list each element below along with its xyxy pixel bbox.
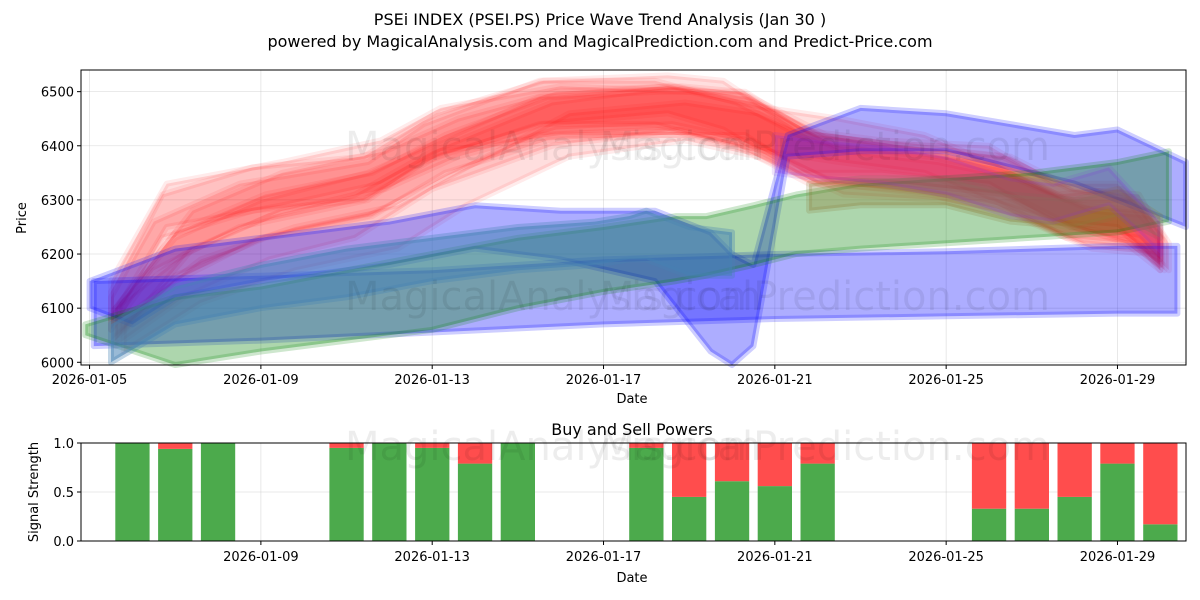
price-y-tick-label-4: 6400 bbox=[41, 140, 74, 155]
series-red-wave-7 bbox=[120, 99, 1172, 355]
sell-bar-2026-01-26 bbox=[971, 443, 1007, 509]
buy-bar-2026-01-08 bbox=[200, 443, 236, 541]
buy-bar-2026-01-28 bbox=[1057, 496, 1092, 541]
buy-bar-2026-01-06 bbox=[115, 443, 150, 541]
signal-chart-title: Buy and Sell Powers bbox=[551, 420, 713, 439]
price-x-tick-label-3: 2026-01-17 bbox=[566, 373, 642, 388]
buy-bar-2026-01-19 bbox=[672, 496, 707, 541]
price-x-tick-label-1: 2026-01-09 bbox=[223, 373, 299, 388]
signal-x-tick-label-3: 2026-01-21 bbox=[737, 550, 813, 565]
sell-bar-2026-01-13 bbox=[415, 443, 450, 448]
series-red-wave-8 bbox=[112, 88, 1168, 344]
signal-y-tick-label-0: 0.0 bbox=[53, 535, 74, 550]
signal-x-tick-label-4: 2026-01-25 bbox=[908, 550, 984, 565]
signal-y-axis-label: Signal Strength bbox=[27, 442, 42, 542]
series-red-wave-2 bbox=[108, 83, 1164, 344]
series-steel-wave bbox=[108, 207, 735, 366]
sell-bar-2026-01-27 bbox=[1014, 443, 1049, 509]
price-y-tick-label-5: 6500 bbox=[41, 86, 74, 101]
chart-title: PSEi INDEX (PSEI.PS) Price Wave Trend An… bbox=[374, 10, 826, 29]
sell-bar-2026-01-14 bbox=[457, 443, 493, 464]
buy-bar-2026-01-29 bbox=[1100, 463, 1135, 541]
series-red-wave-4 bbox=[112, 83, 1164, 350]
buy-bar-2026-01-20 bbox=[714, 481, 750, 541]
price-plot-frame bbox=[80, 69, 1187, 366]
series-red-wave-6 bbox=[108, 77, 1164, 333]
signal-x-tick-label-1: 2026-01-13 bbox=[394, 550, 470, 565]
sell-bar-2026-01-29 bbox=[1100, 443, 1135, 464]
signal-y-tick-label-1: 0.5 bbox=[53, 486, 74, 501]
buy-bar-2026-01-11 bbox=[329, 447, 364, 541]
sell-bar-2026-01-18 bbox=[629, 443, 664, 448]
sell-bar-2026-01-28 bbox=[1057, 443, 1092, 497]
signal-y-tick-label-2: 1.0 bbox=[53, 437, 74, 452]
signal-bars-group bbox=[115, 443, 1178, 541]
price-y-tick-label-0: 6000 bbox=[41, 356, 74, 371]
price-x-tick-label-2: 2026-01-13 bbox=[394, 373, 470, 388]
price-y-tick-label-2: 6200 bbox=[41, 248, 74, 263]
price-x-tick-label-0: 2026-01-05 bbox=[52, 373, 128, 388]
buy-bar-2026-01-15 bbox=[500, 443, 535, 541]
sell-bar-2026-01-30 bbox=[1143, 443, 1178, 525]
series-violet-wave bbox=[771, 132, 1164, 257]
watermark-prediction-top: MagicalPrediction.com bbox=[600, 124, 1050, 170]
buy-bar-2026-01-18 bbox=[629, 447, 664, 541]
watermark-prediction-signal: MagicalPrediction.com bbox=[600, 424, 1050, 470]
price-axes: 2026-01-05 2026-01-09 2026-01-13 2026-01-17… bbox=[41, 86, 1155, 388]
price-x-tick-label-4: 2026-01-21 bbox=[737, 373, 813, 388]
buy-bar-2026-01-22 bbox=[800, 463, 835, 541]
watermark-analysis-bottom: MagicalAnalysis.com bbox=[345, 274, 761, 320]
watermark-prediction-bottom: MagicalPrediction.com bbox=[600, 274, 1050, 320]
series-red-wave-3 bbox=[108, 83, 1164, 322]
buy-bar-2026-01-12 bbox=[372, 443, 407, 541]
sell-bar-2026-01-19 bbox=[672, 443, 707, 497]
watermark-analysis-signal: MagicalAnalysis.com bbox=[345, 424, 761, 470]
signal-x-tick-label-2: 2026-01-17 bbox=[566, 550, 642, 565]
buy-bar-2026-01-27 bbox=[1014, 508, 1049, 541]
sell-bar-2026-01-22 bbox=[800, 443, 835, 464]
buy-bar-2026-01-14 bbox=[457, 463, 493, 541]
sell-bar-2026-01-20 bbox=[714, 443, 750, 482]
signal-x-tick-label-5: 2026-01-29 bbox=[1080, 550, 1156, 565]
price-y-tick-label-3: 6300 bbox=[41, 194, 74, 209]
signal-x-tick-label-0: 2026-01-09 bbox=[223, 550, 299, 565]
signal-panel: Buy and Sell Powers MagicalAnalysis.com … bbox=[27, 420, 1187, 586]
series-red-wave-5 bbox=[116, 83, 1164, 339]
price-panel: MagicalAnalysis.com MagicalPrediction.co… bbox=[15, 69, 1189, 407]
series-olive-wave bbox=[806, 175, 1164, 241]
sell-bar-2026-01-21 bbox=[757, 443, 792, 487]
price-y-tick-label-1: 6100 bbox=[41, 302, 74, 317]
series-red-wave-1 bbox=[108, 72, 1164, 333]
sell-bar-2026-01-11 bbox=[329, 443, 364, 448]
signal-x-axis-label: Date bbox=[616, 571, 647, 586]
price-x-axis-label: Date bbox=[616, 392, 647, 407]
sell-bar-2026-01-07 bbox=[158, 443, 193, 449]
price-series-group bbox=[82, 72, 1189, 368]
watermark-analysis-top: MagicalAnalysis.com bbox=[345, 124, 761, 170]
buy-bar-2026-01-07 bbox=[158, 448, 193, 541]
price-x-tick-label-6: 2026-01-29 bbox=[1080, 373, 1156, 388]
chart-subtitle: powered by MagicalAnalysis.com and Magic… bbox=[267, 32, 932, 51]
buy-bar-2026-01-13 bbox=[415, 447, 450, 541]
signal-axes: 2026-01-09 2026-01-13 2026-01-17 2026-01-21… bbox=[53, 437, 1155, 565]
price-y-axis-label: Price bbox=[15, 202, 30, 234]
price-x-tick-label-5: 2026-01-25 bbox=[908, 373, 984, 388]
buy-bar-2026-01-26 bbox=[971, 508, 1007, 541]
buy-bar-2026-01-21 bbox=[757, 486, 792, 541]
buy-bar-2026-01-30 bbox=[1143, 524, 1178, 541]
